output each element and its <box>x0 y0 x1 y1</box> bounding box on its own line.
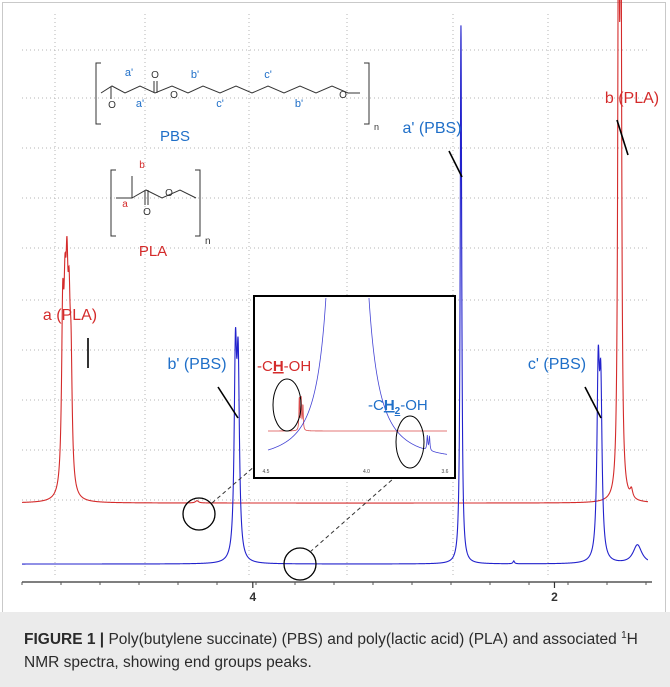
end-group-circle-pla <box>182 497 216 531</box>
inset-series-line-pbs <box>267 298 448 455</box>
peak-label: c' (PBS) <box>528 356 586 373</box>
inset-tick-label: 4.0 <box>363 469 370 475</box>
inset-circle-pbs <box>395 415 425 469</box>
x-tick-label: 4 <box>249 590 256 604</box>
inset-label-h: H <box>273 358 284 375</box>
pbs-site-label: c' <box>264 69 272 81</box>
peak-leader-line <box>584 386 602 419</box>
inset-tick-label: 3.6 <box>442 469 449 475</box>
pbs-atom: O <box>151 70 159 81</box>
pbs-repeat-index: n <box>374 122 379 132</box>
peak-label: b' (PBS) <box>167 356 226 373</box>
pbs-site-label: b' <box>295 98 303 110</box>
inset-label-suffix: -OH <box>400 397 428 414</box>
pbs-carbonyl <box>153 81 158 93</box>
inset-peak-label: -CH-OH <box>257 358 311 375</box>
peak-label: b (PLA) <box>605 90 659 107</box>
pla-carbonyl <box>144 190 149 205</box>
caption-superscript: 1 <box>621 629 627 641</box>
pla-atom: O <box>165 188 173 199</box>
pla-backbone <box>116 176 197 199</box>
spectrum-traces <box>22 0 648 565</box>
pbs-bracket-left <box>95 62 101 125</box>
inset-frame <box>253 295 456 479</box>
figure-caption: FIGURE 1 | Poly(butylene succinate) (PBS… <box>0 612 670 687</box>
inset-connector <box>309 463 411 553</box>
x-tick-label: 2 <box>551 590 558 604</box>
pbs-structure-name: PBS <box>160 128 190 145</box>
peak-label: a' (PBS) <box>402 120 461 137</box>
pbs-atom: O <box>170 90 178 101</box>
pla-repeat-index: n <box>205 236 211 247</box>
series-line-pbs <box>22 25 648 565</box>
inset-label-prefix: -C <box>257 358 273 375</box>
pbs-atom: O <box>339 90 347 101</box>
pla-atom: O <box>143 207 151 218</box>
inset-label-prefix: -C <box>368 397 384 414</box>
caption-body-end: H NMR spectra, showing end groups peaks. <box>24 631 638 671</box>
pla-bracket-left <box>110 169 116 237</box>
series-line-pla <box>22 0 648 504</box>
caption-text: FIGURE 1 | Poly(butylene succinate) (PBS… <box>24 628 654 674</box>
pla-site-label: a <box>122 199 128 210</box>
peak-leader-line <box>217 386 239 419</box>
inset-peak-label: -CH2-OH <box>368 397 428 417</box>
pbs-backbone <box>100 85 360 94</box>
inset-label-sub: 2 <box>395 406 401 417</box>
inset-circle-pla <box>272 378 302 432</box>
pla-site-label: b <box>139 160 145 171</box>
pbs-site-label: c' <box>216 98 224 110</box>
pla-bracket-right <box>195 169 201 237</box>
peak-leader-line <box>616 119 629 156</box>
peak-label: a (PLA) <box>43 307 97 324</box>
inset-traces <box>267 298 448 455</box>
peak-annotations: a (PLA) b' (PBS) a' (PBS) c' (PBS) b (PLA) <box>43 90 659 581</box>
caption-body: Poly(butylene succinate) (PBS) and poly(… <box>108 631 622 648</box>
inset-tick-label: 4.5 <box>263 469 270 475</box>
pla-structure-name: PLA <box>139 243 167 260</box>
inset-series-line-pla <box>267 395 447 432</box>
end-group-circle-pbs <box>283 547 317 581</box>
pbs-site-label: a' <box>125 67 133 79</box>
pbs-atom: O <box>108 100 116 111</box>
caption-label: FIGURE 1 | <box>24 631 105 648</box>
inset-label-h: H <box>384 397 395 414</box>
pbs-site-label: b' <box>191 69 199 81</box>
peak-leader-line <box>448 150 463 178</box>
inset-label-suffix: -OH <box>284 358 312 375</box>
pbs-bracket-right <box>364 62 370 125</box>
pbs-site-label: a' <box>136 98 144 110</box>
inset-zoom: 4.5 4.0 3.6-CH-OH-CH2-OH <box>253 295 456 479</box>
